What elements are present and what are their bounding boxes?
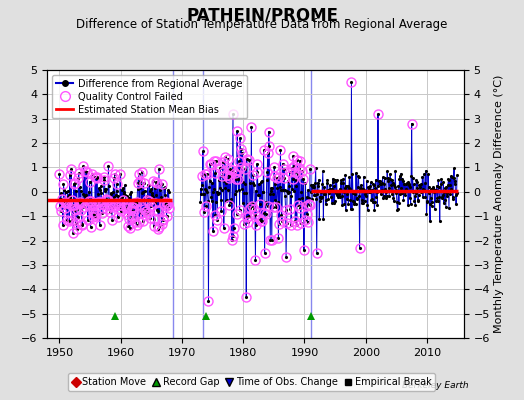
Text: Difference of Station Temperature Data from Regional Average: Difference of Station Temperature Data f… bbox=[77, 18, 447, 31]
Legend: Station Move, Record Gap, Time of Obs. Change, Empirical Break: Station Move, Record Gap, Time of Obs. C… bbox=[68, 373, 435, 391]
Y-axis label: Monthly Temperature Anomaly Difference (°C): Monthly Temperature Anomaly Difference (… bbox=[494, 75, 504, 333]
Text: PATHEIN/PROME: PATHEIN/PROME bbox=[186, 6, 338, 24]
Text: Berkeley Earth: Berkeley Earth bbox=[402, 381, 469, 390]
Legend: Difference from Regional Average, Quality Control Failed, Estimated Station Mean: Difference from Regional Average, Qualit… bbox=[52, 75, 247, 118]
